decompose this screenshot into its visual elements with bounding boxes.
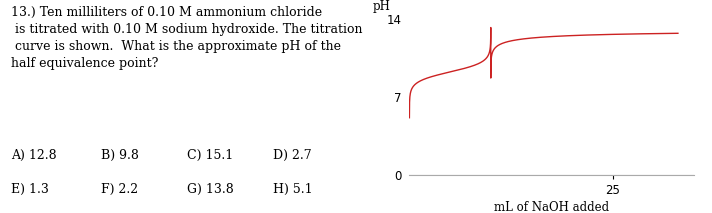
Text: H) 5.1: H) 5.1 — [273, 183, 313, 196]
Text: C) 15.1: C) 15.1 — [187, 149, 233, 162]
Text: 13.) Ten milliliters of 0.10 M ammonium chloride
 is titrated with 0.10 M sodium: 13.) Ten milliliters of 0.10 M ammonium … — [11, 6, 362, 70]
Text: B) 9.8: B) 9.8 — [101, 149, 139, 162]
Text: D) 2.7: D) 2.7 — [273, 149, 311, 162]
Text: G) 13.8: G) 13.8 — [187, 183, 234, 196]
X-axis label: mL of NaOH added: mL of NaOH added — [494, 201, 609, 213]
Text: A) 12.8: A) 12.8 — [11, 149, 57, 162]
Text: pH: pH — [372, 0, 390, 13]
Text: E) 1.3: E) 1.3 — [11, 183, 49, 196]
Text: F) 2.2: F) 2.2 — [101, 183, 138, 196]
